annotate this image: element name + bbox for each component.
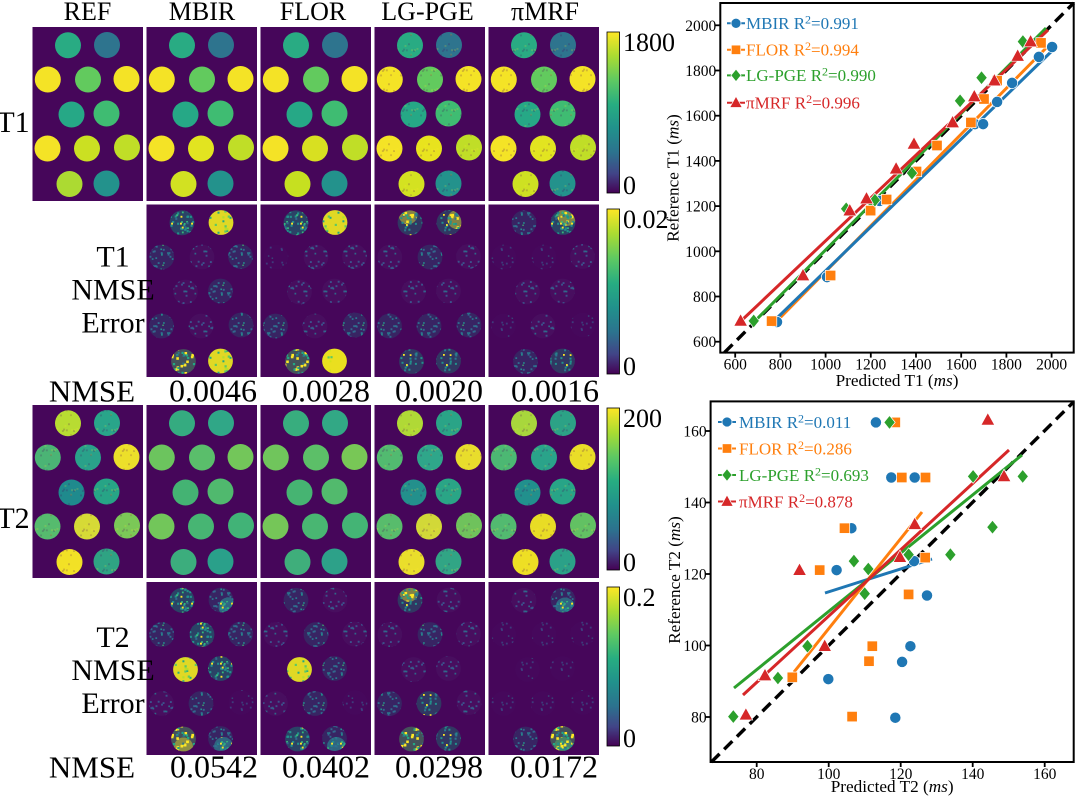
svg-text:NMSE: NMSE (49, 374, 135, 409)
svg-text:800: 800 (693, 289, 717, 306)
svg-text:LG-PGE R2=0.693: LG-PGE R2=0.693 (739, 464, 869, 485)
svg-text:1000: 1000 (810, 357, 841, 374)
svg-text:80: 80 (749, 766, 765, 783)
svg-text:FLOR R2=0.994: FLOR R2=0.994 (746, 39, 859, 60)
svg-text:80: 80 (691, 710, 707, 727)
svg-text:0.02: 0.02 (623, 205, 669, 234)
svg-text:120: 120 (683, 567, 707, 584)
svg-text:1600: 1600 (946, 357, 977, 374)
svg-text:1200: 1200 (685, 199, 716, 216)
svg-text:T1: T1 (0, 106, 30, 139)
svg-text:T2: T2 (0, 502, 30, 535)
svg-text:800: 800 (769, 357, 793, 374)
svg-text:πMRF: πMRF (511, 0, 579, 26)
svg-text:Error: Error (81, 307, 144, 340)
svg-text:0.0020: 0.0020 (395, 373, 483, 409)
svg-text:0: 0 (623, 171, 636, 200)
svg-text:T2: T2 (96, 621, 129, 654)
svg-text:Predicted T2 (ms): Predicted T2 (ms) (831, 777, 954, 796)
svg-text:100: 100 (817, 766, 841, 783)
svg-text:Error: Error (81, 687, 144, 720)
svg-text:100: 100 (683, 638, 707, 655)
svg-text:600: 600 (724, 357, 748, 374)
svg-text:0.2: 0.2 (623, 583, 656, 612)
svg-text:0.0016: 0.0016 (511, 373, 599, 409)
svg-text:1800: 1800 (991, 357, 1022, 374)
svg-text:2000: 2000 (685, 18, 716, 35)
svg-text:0.0028: 0.0028 (282, 373, 370, 409)
svg-text:160: 160 (1033, 766, 1057, 783)
svg-text:MBIR: MBIR (169, 0, 236, 26)
svg-text:πMRF R2=0.996: πMRF R2=0.996 (746, 92, 860, 113)
svg-text:T1: T1 (96, 241, 129, 274)
svg-text:REF: REF (64, 0, 112, 26)
svg-text:NMSE: NMSE (49, 750, 135, 785)
svg-text:1600: 1600 (685, 108, 716, 125)
svg-text:0.0402: 0.0402 (282, 749, 370, 785)
svg-text:140: 140 (961, 766, 985, 783)
svg-text:1200: 1200 (855, 357, 886, 374)
svg-text:Predicted T1 (ms): Predicted T1 (ms) (836, 371, 959, 390)
svg-text:NMSE: NMSE (71, 654, 154, 687)
svg-text:LG-PGE: LG-PGE (381, 0, 473, 26)
svg-text:200: 200 (623, 404, 662, 433)
svg-text:120: 120 (889, 766, 913, 783)
svg-text:MBIR R2=0.991: MBIR R2=0.991 (746, 13, 859, 33)
svg-text:1800: 1800 (685, 63, 716, 80)
svg-text:0.0172: 0.0172 (510, 749, 598, 785)
svg-text:0.0046: 0.0046 (169, 373, 257, 409)
svg-text:NMSE: NMSE (71, 274, 154, 307)
svg-text:MBIR R2=0.011: MBIR R2=0.011 (739, 411, 851, 432)
svg-text:FLOR R2=0.286: FLOR R2=0.286 (739, 438, 852, 459)
svg-text:LG-PGE R2=0.990: LG-PGE R2=0.990 (746, 65, 876, 86)
svg-text:2000: 2000 (1036, 357, 1067, 374)
svg-text:0.0542: 0.0542 (170, 749, 258, 785)
svg-text:1400: 1400 (685, 153, 716, 170)
svg-text:Reference T1 (ms): Reference T1 (ms) (664, 114, 683, 242)
svg-text:160: 160 (683, 424, 707, 441)
svg-text:0: 0 (623, 352, 636, 381)
svg-text:0: 0 (623, 724, 636, 753)
svg-text:600: 600 (693, 334, 717, 351)
svg-text:1400: 1400 (901, 357, 932, 374)
svg-text:πMRF R2=0.878: πMRF R2=0.878 (739, 491, 853, 512)
svg-text:Reference T2 (ms): Reference T2 (ms) (665, 516, 684, 644)
svg-text:FLOR: FLOR (280, 0, 347, 26)
svg-text:1000: 1000 (685, 244, 716, 261)
svg-text:0: 0 (623, 548, 636, 577)
svg-text:0.0298: 0.0298 (395, 749, 483, 785)
svg-text:140: 140 (683, 495, 707, 512)
svg-text:1800: 1800 (623, 28, 675, 57)
